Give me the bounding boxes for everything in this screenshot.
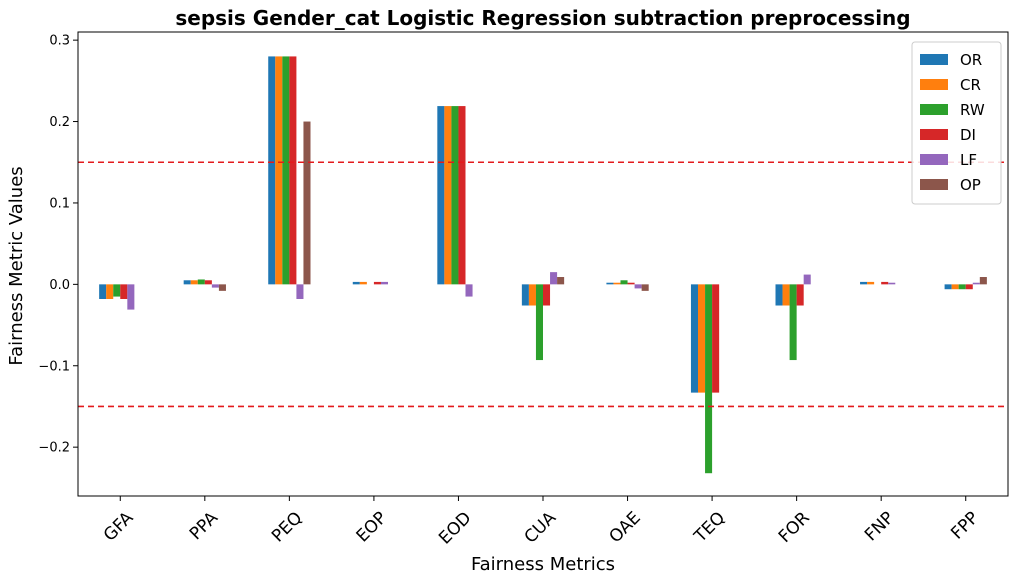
plot-frame bbox=[77, 31, 1009, 497]
x-tick-label: PPA bbox=[186, 508, 222, 544]
bar-or-for bbox=[775, 284, 783, 306]
plot-area: −0.2 −0.1 0.0 0.1 0.2 0.3 GFA PPA PEQ EOP EOD CUA OA… bbox=[38, 31, 1009, 548]
bar-di-eod bbox=[458, 106, 466, 285]
legend-label-op: OP bbox=[960, 176, 981, 194]
bar-op-oae bbox=[641, 284, 649, 291]
legend-swatch-rw bbox=[920, 104, 948, 115]
legend-swatch-lf bbox=[920, 154, 948, 165]
x-tick-label: CUA bbox=[521, 508, 561, 548]
bar-cr-fpp bbox=[951, 284, 959, 290]
bar-di-peq bbox=[289, 56, 297, 285]
x-tick-label: GFA bbox=[100, 508, 138, 546]
bar-rw-cua bbox=[535, 284, 543, 361]
legend-label-or: OR bbox=[960, 51, 982, 69]
bar-di-for bbox=[796, 284, 804, 306]
x-tick-label: PEQ bbox=[268, 508, 306, 546]
bar-di-fnp bbox=[881, 281, 889, 285]
bar-cr-oae bbox=[613, 282, 621, 285]
x-axis-label: Fairness Metrics bbox=[471, 554, 615, 575]
bar-or-fnp bbox=[860, 281, 868, 285]
bar-or-eop bbox=[352, 281, 360, 285]
x-tick-label: FNP bbox=[861, 508, 898, 545]
bar-di-gfa bbox=[120, 284, 128, 299]
legend-label-rw: RW bbox=[960, 101, 985, 119]
x-tick-label: FOR bbox=[775, 508, 814, 547]
bar-rw-gfa bbox=[113, 284, 121, 297]
bar-or-teq bbox=[690, 284, 698, 393]
y-tick-label: 0.1 bbox=[49, 196, 70, 211]
bar-or-oae bbox=[606, 282, 614, 285]
legend-swatch-di bbox=[920, 129, 948, 140]
y-tick-label: 0.3 bbox=[49, 34, 70, 49]
bar-lf-gfa bbox=[127, 284, 135, 310]
bar-lf-fnp bbox=[888, 282, 896, 285]
legend-swatch-cr bbox=[920, 79, 948, 90]
bar-di-teq bbox=[712, 284, 720, 393]
x-tick-label: TEQ bbox=[690, 508, 729, 547]
bar-cr-for bbox=[782, 284, 790, 306]
bar-rw-oae bbox=[620, 280, 628, 285]
bar-rw-peq bbox=[282, 56, 290, 285]
bar-lf-peq bbox=[296, 284, 304, 299]
bar-cr-peq bbox=[275, 56, 283, 285]
bar-lf-ppa bbox=[211, 284, 219, 288]
bar-lf-eop bbox=[380, 281, 388, 285]
x-tick-label: FPP bbox=[947, 508, 983, 544]
y-axis-label: Fairness Metric Values bbox=[6, 166, 27, 365]
y-tick-label: 0.2 bbox=[49, 115, 70, 130]
bar-or-cua bbox=[521, 284, 529, 306]
bar-op-peq bbox=[303, 121, 311, 285]
bar-op-fpp bbox=[979, 277, 987, 285]
legend: OR CR RW DI LF OP bbox=[911, 41, 1002, 205]
bar-rw-for bbox=[789, 284, 797, 361]
bar-cr-gfa bbox=[106, 284, 114, 299]
bar-or-peq bbox=[268, 56, 276, 285]
bar-lf-cua bbox=[550, 272, 558, 285]
bar-cr-eop bbox=[359, 281, 367, 285]
y-tick-label: −0.1 bbox=[38, 359, 70, 374]
bar-rw-teq bbox=[705, 284, 713, 474]
bar-or-fpp bbox=[944, 284, 952, 290]
chart-title: sepsis Gender_cat Logistic Regression su… bbox=[175, 6, 910, 30]
bar-cr-ppa bbox=[190, 280, 198, 285]
bar-or-ppa bbox=[183, 280, 191, 285]
bar-op-ppa bbox=[218, 284, 226, 291]
bar-op-cua bbox=[557, 277, 565, 285]
bar-or-gfa bbox=[99, 284, 107, 299]
bar-lf-eod bbox=[465, 284, 473, 297]
bar-di-oae bbox=[627, 282, 635, 285]
legend-swatch-op bbox=[920, 179, 948, 190]
bar-di-eop bbox=[373, 281, 381, 285]
y-tick-label: −0.2 bbox=[38, 441, 70, 456]
bar-cr-fnp bbox=[867, 281, 875, 285]
legend-label-cr: CR bbox=[960, 76, 981, 94]
x-tick-label: EOD bbox=[435, 508, 475, 548]
bar-rw-eod bbox=[451, 106, 459, 285]
legend-swatch-or bbox=[920, 54, 948, 65]
y-tick-label: 0.0 bbox=[49, 278, 70, 293]
bar-lf-oae bbox=[634, 284, 642, 289]
bar-lf-fpp bbox=[972, 282, 980, 285]
legend-label-lf: LF bbox=[960, 151, 977, 169]
bar-di-fpp bbox=[965, 284, 973, 290]
x-tick-label: EOP bbox=[353, 508, 391, 546]
bar-rw-ppa bbox=[197, 279, 205, 285]
bar-cr-teq bbox=[698, 284, 706, 393]
bar-or-eod bbox=[437, 106, 445, 285]
x-tick-label: OAE bbox=[605, 508, 644, 547]
bar-lf-for bbox=[803, 274, 811, 285]
bar-di-cua bbox=[543, 284, 551, 306]
bar-cr-cua bbox=[528, 284, 536, 306]
bar-di-ppa bbox=[204, 280, 212, 285]
legend-label-di: DI bbox=[960, 126, 976, 144]
bar-rw-fpp bbox=[958, 284, 966, 290]
bar-cr-eod bbox=[444, 106, 452, 285]
